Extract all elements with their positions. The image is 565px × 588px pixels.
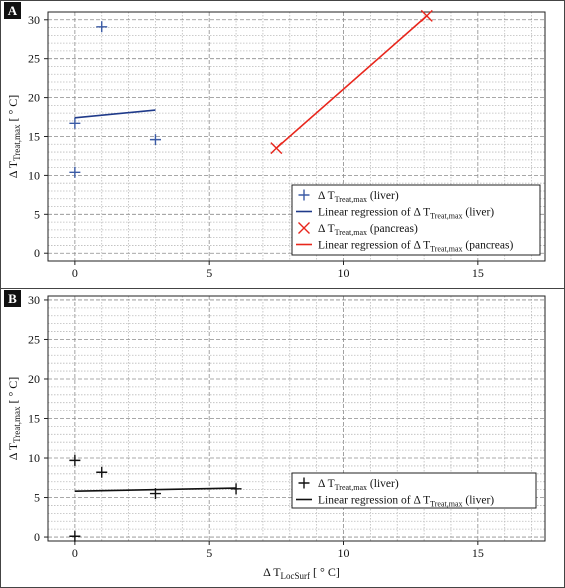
legend-marker-symbol (298, 189, 310, 201)
legend-box (291, 472, 537, 509)
y-tick-label: 10 (28, 168, 40, 182)
x-tick-label: 5 (206, 266, 212, 280)
regression-line (275, 15, 428, 149)
x-tick-label: 0 (72, 266, 78, 280)
legend-entry-label: Linear regression of Δ TTreat,max (liver… (318, 495, 494, 509)
panel-badge (4, 290, 21, 307)
series-2 (74, 109, 156, 119)
x-tick-label: 10 (338, 266, 350, 280)
y-tick-label: 5 (34, 207, 40, 221)
legend-entry-label: Δ TTreat,max (pancreas) (318, 223, 418, 237)
data-point (69, 166, 81, 178)
panel-label: A (8, 3, 18, 18)
y-tick-label: 15 (28, 412, 40, 426)
legend-entry-label: Linear regression of Δ TTreat,max (liver… (318, 207, 494, 221)
y-tick-label: 30 (28, 13, 40, 27)
chart-panel-a: A 0 5 10 15 0 5 10 15 20 25 30 Δ TTreat,max [ ° C] Δ … (4, 2, 546, 280)
y-tick-label: 25 (28, 52, 40, 66)
chart-panel-b: B 0 5 10 15 0 5 10 15 20 25 30 Δ TTreat,max [ ° C] Δ … (4, 290, 546, 581)
data-point (96, 466, 108, 478)
data-point (69, 530, 81, 542)
y-tick-label: 20 (28, 372, 40, 386)
y-axis-label: Δ TTreat,max [ ° C] (6, 377, 22, 461)
x-tick-label: 15 (472, 266, 484, 280)
y-axis-label: Δ TTreat,max [ ° C] (6, 95, 22, 179)
legend-entry-label: Δ TTreat,max (liver) (318, 190, 399, 204)
regression-line (74, 109, 156, 119)
legend-marker-symbol (298, 477, 310, 489)
x-tick-label: 15 (472, 546, 484, 560)
panel-badge (4, 2, 21, 19)
y-tick-label: 5 (34, 491, 40, 505)
data-point (96, 21, 108, 33)
series-2 (74, 487, 237, 493)
y-tick-label: 25 (28, 332, 40, 346)
y-tick-label: 15 (28, 130, 40, 144)
legend: Δ TTreat,max (liver) Linear regression of… (291, 472, 537, 509)
series-1 (69, 21, 161, 178)
regression-line (74, 487, 237, 493)
data-point (149, 134, 161, 146)
y-tick-label: 20 (28, 91, 40, 105)
x-axis-label: Δ TLocSurf [ ° C] (263, 565, 340, 581)
series-4 (275, 15, 428, 149)
legend-box (291, 184, 541, 256)
x-tick-label: 5 (206, 546, 212, 560)
legend-entry-label: Δ TTreat,max (liver) (318, 478, 399, 492)
y-tick-label: 0 (34, 246, 40, 260)
y-tick-label: 30 (28, 293, 40, 307)
y-tick-label: 10 (28, 451, 40, 465)
legend-marker-symbol (298, 222, 310, 234)
legend-entry-label: Linear regression of Δ TTreat,max (pancr… (318, 240, 513, 254)
data-point (69, 117, 81, 129)
legend: Δ TTreat,max (liver) Linear regression of… (291, 184, 541, 256)
panel-label: B (8, 291, 17, 306)
data-point (69, 454, 81, 466)
x-tick-label: 0 (72, 546, 78, 560)
x-tick-label: 10 (338, 546, 350, 560)
y-tick-label: 0 (34, 530, 40, 544)
